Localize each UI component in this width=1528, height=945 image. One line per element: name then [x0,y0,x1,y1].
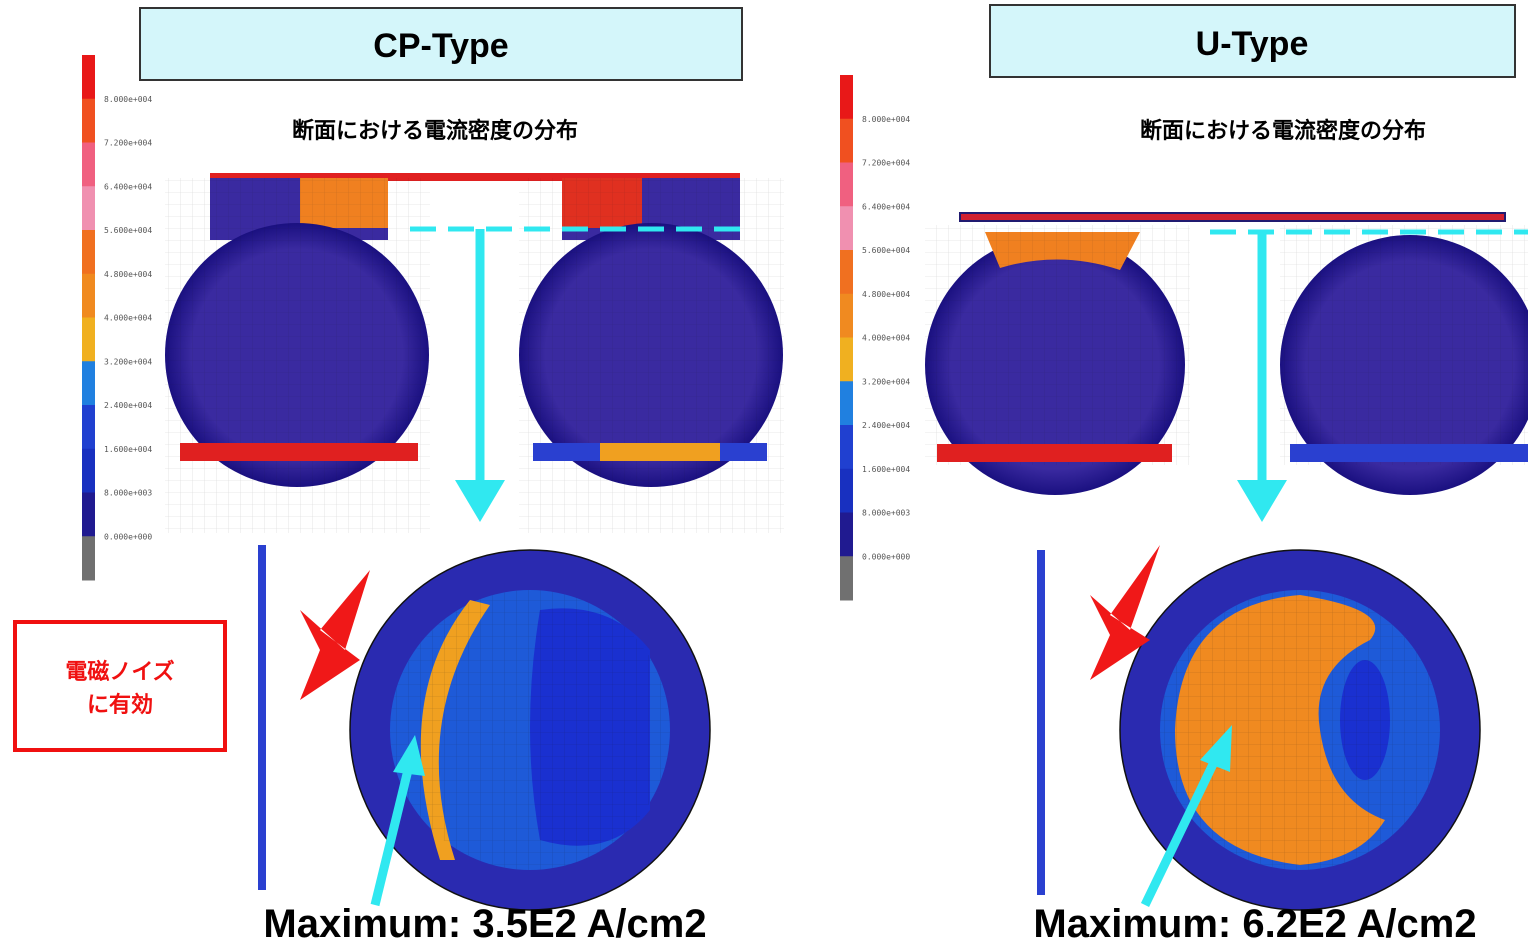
colorbar-band [840,425,853,469]
callout-box [15,622,225,750]
colorbar-band [82,405,95,449]
colorbar: 8.000e+004 7.200e+004 6.400e+004 5.600e+004… [82,55,152,581]
u-panel: U-Type 断面における電流密度の分布 8.000e+004 7.200e+00… [840,5,1528,945]
colorbar-label: 1.600e+004 [104,445,152,454]
colorbar-label: 4.800e+004 [104,270,152,279]
colorbar-band [82,536,95,580]
colorbar-label: 0.000e+000 [104,532,152,541]
colorbar-label: 8.000e+004 [862,115,910,124]
colorbar-band [840,75,853,119]
cp-panel: CP-Type 断面における電流密度の分布 8.000e+004 7.200e+0… [82,8,784,945]
colorbar-label: 2.400e+004 [104,401,152,410]
callout-line: に有効 [87,692,153,718]
colorbar-band [840,250,853,294]
panel-title: U-Type [1196,25,1309,63]
colorbar-band [82,449,95,493]
colorbar-label: 5.600e+004 [862,246,910,255]
colorbar-band [82,143,95,187]
colorbar-label: 7.200e+004 [104,139,152,148]
colorbar-band [82,186,95,230]
colorbar-label: 6.400e+004 [104,182,152,191]
colorbar-band [82,230,95,274]
colorbar-band [82,274,95,318]
colorbar-band [82,493,95,537]
colorbar-band [840,163,853,207]
colorbar-label: 5.600e+004 [104,226,152,235]
colorbar-band [840,513,853,557]
colorbar-label: 8.000e+003 [862,509,910,518]
colorbar-label: 7.200e+004 [862,159,910,168]
colorbar-label: 0.000e+000 [862,552,910,561]
colorbar-label: 4.000e+004 [104,314,152,323]
colorbar-band [82,318,95,362]
colorbar-label: 4.000e+004 [862,334,910,343]
colorbar-band [840,294,853,338]
colorbar-band [840,469,853,513]
colorbar-band [840,119,853,163]
colorbar-label: 3.200e+004 [104,357,152,366]
colorbar-band [82,55,95,99]
panel-title: CP-Type [373,27,508,65]
colorbar-label: 4.800e+004 [862,290,910,299]
colorbar-label: 8.000e+004 [104,95,152,104]
colorbar-label: 1.600e+004 [862,465,910,474]
colorbar-label: 3.200e+004 [862,377,910,386]
maximum-label: Maximum: 3.5E2 A/cm2 [263,902,706,945]
colorbar-label: 8.000e+003 [104,489,152,498]
maximum-label: Maximum: 6.2E2 A/cm2 [1033,902,1476,945]
colorbar-label: 6.400e+004 [862,202,910,211]
panel-subtitle: 断面における電流密度の分布 [292,118,578,144]
colorbar-band [840,206,853,250]
colorbar-band [840,381,853,425]
colorbar-band [82,99,95,143]
colorbar-band [840,556,853,600]
colorbar-label: 2.400e+004 [862,421,910,430]
colorbar-band [840,338,853,382]
colorbar-band [82,361,95,405]
colorbar: 8.000e+004 7.200e+004 6.400e+004 5.600e+004… [840,75,910,601]
callout-line: 電磁ノイズ [65,659,174,685]
figure: CP-Type 断面における電流密度の分布 8.000e+004 7.200e+0… [0,0,1528,945]
panel-subtitle: 断面における電流密度の分布 [1140,118,1426,144]
